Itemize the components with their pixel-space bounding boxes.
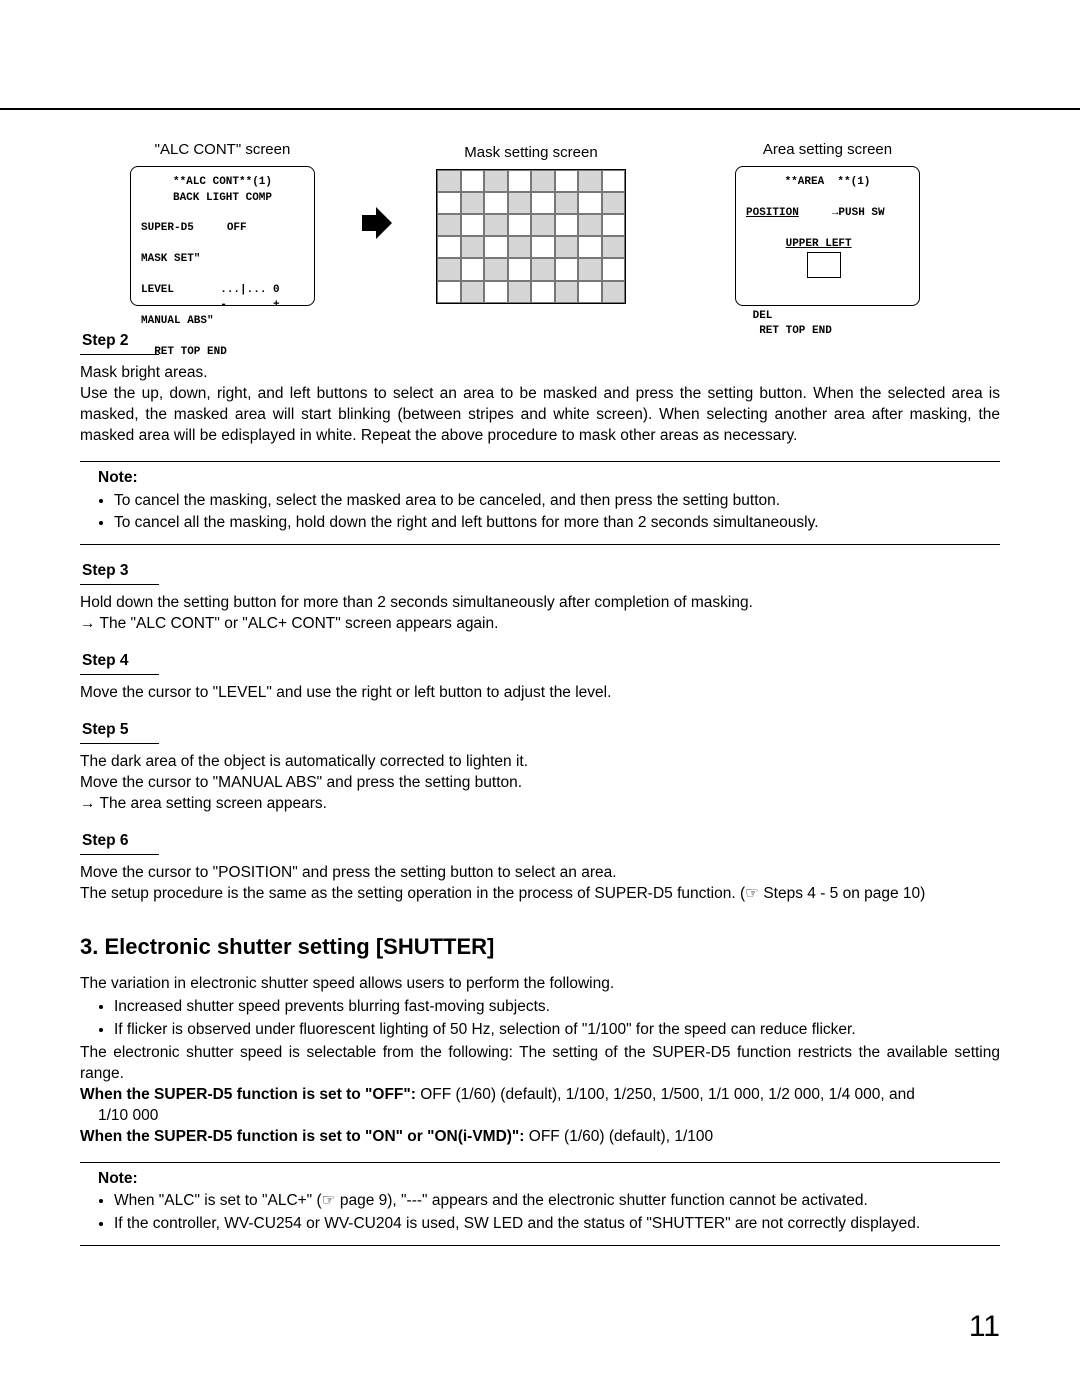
mask-cell [531,236,555,258]
mask-cell [484,170,508,192]
mask-cell [602,170,626,192]
step5-text3: → The area setting screen appears. [80,794,1000,815]
mask-cell [461,281,485,303]
section3-off-vals2: 1/10 000 [80,1106,1000,1127]
note1-bullet1: To cancel the masking, select the masked… [114,491,1000,512]
mask-cell [508,258,532,280]
area-setting-screen-col: Area setting screen **AREA **(1) POSITIO… [735,140,920,306]
mask-cell [484,214,508,236]
mask-cell [555,236,579,258]
note1-label: Note: [80,468,1000,489]
step3-text1: Hold down the setting button for more th… [80,593,1000,614]
step6-text2: The setup procedure is the same as the s… [80,884,1000,905]
step4-header: Step 4 [80,649,159,675]
mask-cell [508,281,532,303]
note2-bullet1: When "ALC" is set to "ALC+" (☞ page 9), … [114,1191,1000,1212]
page-number: 11 [969,1307,1000,1348]
note2-label: Note: [80,1169,1000,1190]
section3-on-line: When the SUPER-D5 function is set to "ON… [80,1127,1000,1148]
step5-text2: Move the cursor to "MANUAL ABS" and pres… [80,773,1000,794]
mask-cell [578,214,602,236]
mask-cell [602,281,626,303]
section3-b1: Increased shutter speed prevents blurrin… [114,997,1000,1018]
step2-text2: Use the up, down, right, and left button… [80,384,1000,447]
mask-grid [436,169,626,304]
mask-cell [461,236,485,258]
mask-cell [578,281,602,303]
mask-cell [531,281,555,303]
section3-on-vals: OFF (1/60) (default), 1/100 [524,1128,713,1145]
step2-header: Step 2 [80,329,159,355]
mask-cell [508,192,532,214]
mask-cell [578,258,602,280]
step5-header: Step 5 [80,718,159,744]
mask-cell [602,236,626,258]
step6-header: Step 6 [80,829,159,855]
step5-text1: The dark area of the object is automatic… [80,752,1000,773]
mask-cell [508,214,532,236]
top-horizontal-rule [0,108,1080,110]
area-preview-box [807,252,841,278]
mask-cell [437,170,461,192]
section3-on-label: When the SUPER-D5 function is set to "ON… [80,1128,524,1145]
area-setting-label: Area setting screen [763,140,892,160]
mask-cell [484,192,508,214]
note1-bullet2: To cancel all the masking, hold down the… [114,513,1000,534]
mask-cell [508,236,532,258]
mask-cell [461,192,485,214]
mask-cell [484,236,508,258]
mask-cell [555,281,579,303]
note-block-2: Note: When "ALC" is set to "ALC+" (☞ pag… [80,1162,1000,1247]
mask-cell [461,214,485,236]
note2-bullet2: If the controller, WV-CU254 or WV-CU204 … [114,1214,1000,1235]
mask-cell [531,258,555,280]
alc-cont-screen-col: "ALC CONT" screen **ALC CONT**(1)BACK LI… [130,140,315,306]
mask-cell [437,192,461,214]
mask-cell [602,192,626,214]
alc-cont-label: "ALC CONT" screen [155,140,291,160]
mask-cell [484,281,508,303]
mask-cell [555,258,579,280]
section3-off-vals: OFF (1/60) (default), 1/100, 1/250, 1/50… [416,1086,915,1103]
step3-header: Step 3 [80,559,159,585]
mask-cell [602,258,626,280]
step6-text1: Move the cursor to "POSITION" and press … [80,863,1000,884]
mask-cell [531,170,555,192]
mask-cell [578,192,602,214]
mask-cell [437,281,461,303]
mask-cell [461,258,485,280]
mask-setting-label: Mask setting screen [464,143,597,163]
section3-b2: If flicker is observed under fluorescent… [114,1020,1000,1041]
mask-cell [437,258,461,280]
alc-cont-osd: **ALC CONT**(1)BACK LIGHT COMP SUPER-D5 … [130,166,315,306]
section3-off-line: When the SUPER-D5 function is set to "OF… [80,1085,1000,1106]
mask-cell [484,258,508,280]
main-content: Step 2 Mask bright areas. Use the up, do… [80,315,1000,1246]
mask-cell [531,214,555,236]
arrow-right-icon [358,205,394,241]
mask-cell [555,214,579,236]
mask-cell [578,170,602,192]
mask-cell [437,214,461,236]
mask-setting-screen-col: Mask setting screen [436,143,626,304]
mask-cell [508,170,532,192]
step2-text1: Mask bright areas. [80,363,1000,384]
mask-cell [461,170,485,192]
mask-cell [555,170,579,192]
mask-cell [578,236,602,258]
mask-cell [555,192,579,214]
step4-text1: Move the cursor to "LEVEL" and use the r… [80,683,1000,704]
mask-cell [531,192,555,214]
screens-row-container: "ALC CONT" screen **ALC CONT**(1)BACK LI… [130,140,920,306]
section3-off-label: When the SUPER-D5 function is set to "OF… [80,1086,416,1103]
note-block-1: Note: To cancel the masking, select the … [80,461,1000,546]
area-setting-osd: **AREA **(1) POSITION →PUSH SW UPPER LEF… [735,166,920,306]
mask-cell [437,236,461,258]
step3-text2: → The "ALC CONT" or "ALC+ CONT" screen a… [80,614,1000,635]
section3-intro: The variation in electronic shutter spee… [80,974,1000,995]
section3-title: 3. Electronic shutter setting [SHUTTER] [80,932,1000,962]
section3-after: The electronic shutter speed is selectab… [80,1043,1000,1085]
mask-cell [602,214,626,236]
